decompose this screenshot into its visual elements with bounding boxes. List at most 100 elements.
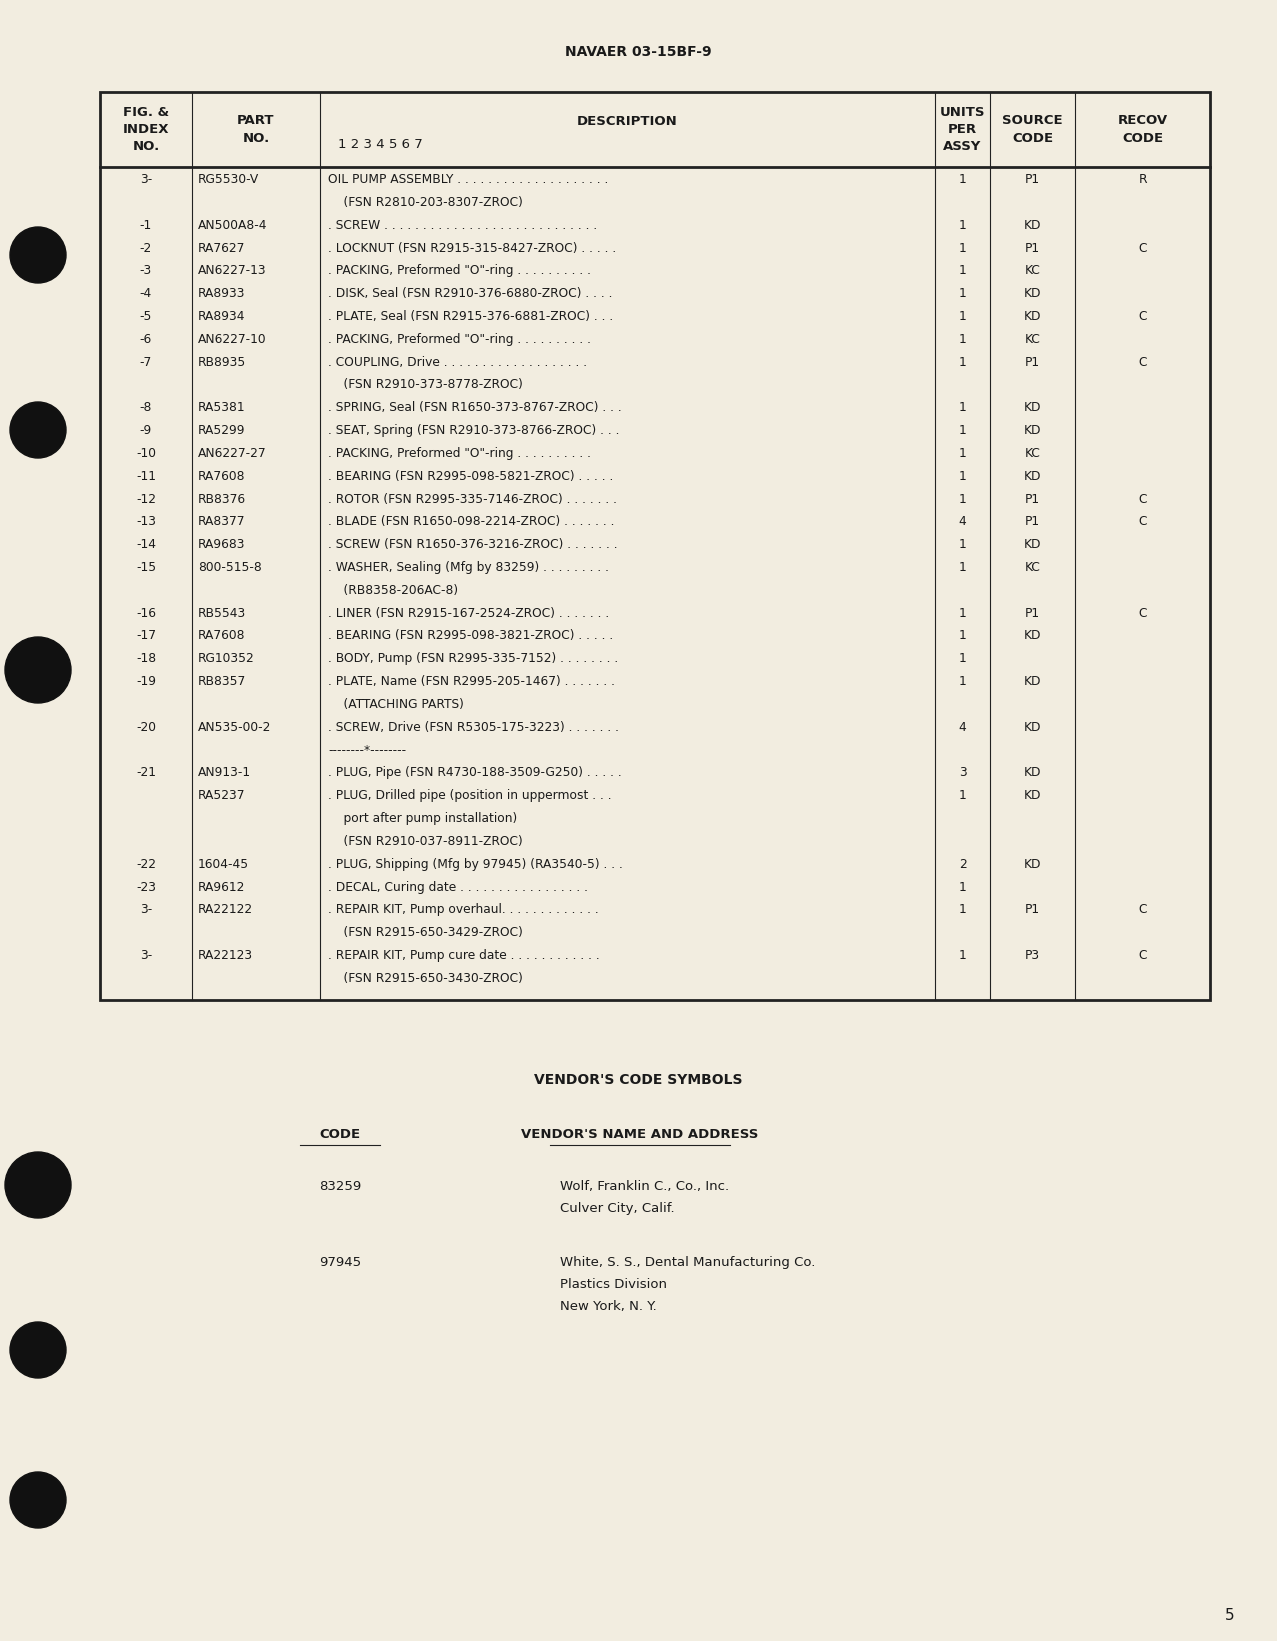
Text: -10: -10 <box>135 446 156 459</box>
Text: -17: -17 <box>135 630 156 643</box>
Text: RA7627: RA7627 <box>198 241 245 254</box>
Text: 4: 4 <box>959 720 967 734</box>
Text: 1: 1 <box>959 561 967 574</box>
Text: -22: -22 <box>135 858 156 871</box>
Text: . REPAIR KIT, Pump cure date . . . . . . . . . . . .: . REPAIR KIT, Pump cure date . . . . . .… <box>328 948 600 962</box>
Text: AN913-1: AN913-1 <box>198 766 252 779</box>
Text: -5: -5 <box>139 310 152 323</box>
Text: -16: -16 <box>135 607 156 620</box>
Text: SOURCE
CODE: SOURCE CODE <box>1002 115 1062 144</box>
Text: -15: -15 <box>135 561 156 574</box>
Text: -3: -3 <box>140 264 152 277</box>
Text: . PLUG, Shipping (Mfg by 97945) (RA3540-5) . . .: . PLUG, Shipping (Mfg by 97945) (RA3540-… <box>328 858 623 871</box>
Text: 97945: 97945 <box>319 1255 361 1268</box>
Circle shape <box>5 637 72 702</box>
Text: KD: KD <box>1024 423 1041 437</box>
Text: KD: KD <box>1024 538 1041 551</box>
Text: 3: 3 <box>959 766 967 779</box>
Text: R: R <box>1138 172 1147 185</box>
Text: -12: -12 <box>135 492 156 505</box>
Text: . PLATE, Name (FSN R2995-205-1467) . . . . . . .: . PLATE, Name (FSN R2995-205-1467) . . .… <box>328 674 616 688</box>
Text: RA7608: RA7608 <box>198 630 245 643</box>
Text: 1: 1 <box>959 172 967 185</box>
Circle shape <box>10 226 66 282</box>
Text: 3-: 3- <box>140 903 152 916</box>
Text: P1: P1 <box>1025 172 1039 185</box>
Text: C: C <box>1138 515 1147 528</box>
Text: . PACKING, Preformed "O"-ring . . . . . . . . . .: . PACKING, Preformed "O"-ring . . . . . … <box>328 333 591 346</box>
Text: . PLUG, Pipe (FSN R4730-188-3509-G250) . . . . .: . PLUG, Pipe (FSN R4730-188-3509-G250) .… <box>328 766 622 779</box>
Text: 1: 1 <box>959 264 967 277</box>
Text: KC: KC <box>1024 333 1041 346</box>
Text: RB8935: RB8935 <box>198 356 246 369</box>
Text: 1: 1 <box>959 492 967 505</box>
Text: -23: -23 <box>135 881 156 894</box>
Text: UNITS
PER
ASSY: UNITS PER ASSY <box>940 107 986 153</box>
Text: 1: 1 <box>959 469 967 482</box>
Text: RA5237: RA5237 <box>198 789 245 802</box>
Text: 1: 1 <box>959 607 967 620</box>
Text: . REPAIR KIT, Pump overhaul. . . . . . . . . . . . .: . REPAIR KIT, Pump overhaul. . . . . . .… <box>328 903 599 916</box>
Text: . SCREW . . . . . . . . . . . . . . . . . . . . . . . . . . . .: . SCREW . . . . . . . . . . . . . . . . … <box>328 218 598 231</box>
Text: Plastics Division: Plastics Division <box>561 1278 667 1291</box>
Text: 1: 1 <box>959 446 967 459</box>
Text: -9: -9 <box>140 423 152 437</box>
Text: 1: 1 <box>959 402 967 414</box>
Text: RB8357: RB8357 <box>198 674 246 688</box>
Bar <box>100 92 1211 999</box>
Circle shape <box>5 1152 72 1218</box>
Text: RB5543: RB5543 <box>198 607 246 620</box>
Text: DESCRIPTION: DESCRIPTION <box>577 115 678 128</box>
Text: RA5299: RA5299 <box>198 423 245 437</box>
Text: KC: KC <box>1024 561 1041 574</box>
Text: 1: 1 <box>959 789 967 802</box>
Text: 1: 1 <box>959 423 967 437</box>
Text: 2: 2 <box>959 858 967 871</box>
Text: VENDOR'S NAME AND ADDRESS: VENDOR'S NAME AND ADDRESS <box>521 1129 759 1142</box>
Text: Wolf, Franklin C., Co., Inc.: Wolf, Franklin C., Co., Inc. <box>561 1180 729 1193</box>
Text: 5: 5 <box>1225 1608 1235 1623</box>
Text: C: C <box>1138 492 1147 505</box>
Text: 1: 1 <box>959 287 967 300</box>
Text: (RB8358-206AC-8): (RB8358-206AC-8) <box>328 584 458 597</box>
Text: OIL PUMP ASSEMBLY . . . . . . . . . . . . . . . . . . . .: OIL PUMP ASSEMBLY . . . . . . . . . . . … <box>328 172 608 185</box>
Text: . SCREW (FSN R1650-376-3216-ZROC) . . . . . . .: . SCREW (FSN R1650-376-3216-ZROC) . . . … <box>328 538 618 551</box>
Text: P1: P1 <box>1025 903 1039 916</box>
Text: P1: P1 <box>1025 607 1039 620</box>
Text: 1: 1 <box>959 948 967 962</box>
Text: . BEARING (FSN R2995-098-3821-ZROC) . . . . .: . BEARING (FSN R2995-098-3821-ZROC) . . … <box>328 630 613 643</box>
Text: 3-: 3- <box>140 172 152 185</box>
Text: -19: -19 <box>135 674 156 688</box>
Text: -6: -6 <box>140 333 152 346</box>
Text: KD: KD <box>1024 310 1041 323</box>
Text: . WASHER, Sealing (Mfg by 83259) . . . . . . . . .: . WASHER, Sealing (Mfg by 83259) . . . .… <box>328 561 609 574</box>
Text: . COUPLING, Drive . . . . . . . . . . . . . . . . . . .: . COUPLING, Drive . . . . . . . . . . . … <box>328 356 587 369</box>
Text: . PACKING, Preformed "O"-ring . . . . . . . . . .: . PACKING, Preformed "O"-ring . . . . . … <box>328 446 591 459</box>
Text: -8: -8 <box>139 402 152 414</box>
Text: KC: KC <box>1024 264 1041 277</box>
Text: RA8933: RA8933 <box>198 287 245 300</box>
Text: . PACKING, Preformed "O"-ring . . . . . . . . . .: . PACKING, Preformed "O"-ring . . . . . … <box>328 264 591 277</box>
Text: . SEAT, Spring (FSN R2910-373-8766-ZROC) . . .: . SEAT, Spring (FSN R2910-373-8766-ZROC)… <box>328 423 619 437</box>
Text: KD: KD <box>1024 469 1041 482</box>
Text: 1: 1 <box>959 881 967 894</box>
Text: P1: P1 <box>1025 492 1039 505</box>
Circle shape <box>10 1472 66 1528</box>
Text: KD: KD <box>1024 789 1041 802</box>
Text: -18: -18 <box>135 653 156 665</box>
Text: C: C <box>1138 241 1147 254</box>
Text: RA8377: RA8377 <box>198 515 245 528</box>
Text: P1: P1 <box>1025 241 1039 254</box>
Text: KC: KC <box>1024 446 1041 459</box>
Text: -20: -20 <box>135 720 156 734</box>
Text: AN6227-27: AN6227-27 <box>198 446 267 459</box>
Text: KD: KD <box>1024 674 1041 688</box>
Text: 1: 1 <box>959 538 967 551</box>
Text: -11: -11 <box>135 469 156 482</box>
Text: RA22122: RA22122 <box>198 903 253 916</box>
Text: C: C <box>1138 356 1147 369</box>
Text: . DISK, Seal (FSN R2910-376-6880-ZROC) . . . .: . DISK, Seal (FSN R2910-376-6880-ZROC) .… <box>328 287 613 300</box>
Text: . BEARING (FSN R2995-098-5821-ZROC) . . . . .: . BEARING (FSN R2995-098-5821-ZROC) . . … <box>328 469 613 482</box>
Text: -13: -13 <box>135 515 156 528</box>
Text: . PLUG, Drilled pipe (position in uppermost . . .: . PLUG, Drilled pipe (position in upperm… <box>328 789 612 802</box>
